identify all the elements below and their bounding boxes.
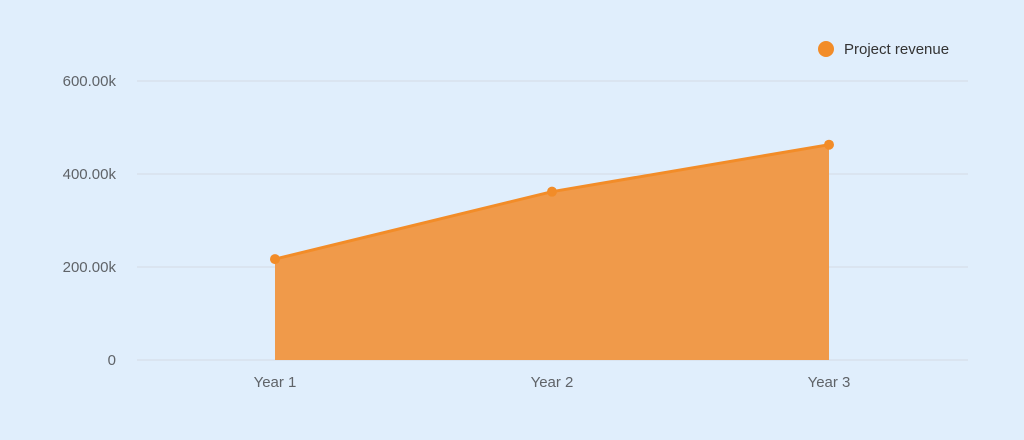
- legend-marker: [818, 41, 834, 57]
- y-tick-label: 200.00k: [63, 259, 117, 276]
- y-tick-label: 600.00k: [63, 73, 117, 90]
- x-tick-label: Year 2: [531, 374, 574, 391]
- x-tick-label: Year 1: [254, 374, 297, 391]
- data-point: [270, 254, 280, 265]
- x-tick-label: Year 3: [808, 374, 851, 391]
- legend-label: Project revenue: [844, 41, 949, 58]
- x-axis: Year 1 Year 2 Year 3: [254, 374, 851, 391]
- y-axis: 0 200.00k 400.00k 600.00k: [63, 73, 117, 369]
- y-tick-label: 400.00k: [63, 166, 117, 183]
- area-fill: [275, 144, 829, 360]
- y-tick-label: 0: [108, 352, 116, 369]
- legend[interactable]: Project revenue: [818, 41, 949, 58]
- data-point: [824, 139, 834, 150]
- series-area: [274, 143, 830, 360]
- series-points: [270, 139, 834, 265]
- data-point: [547, 186, 557, 197]
